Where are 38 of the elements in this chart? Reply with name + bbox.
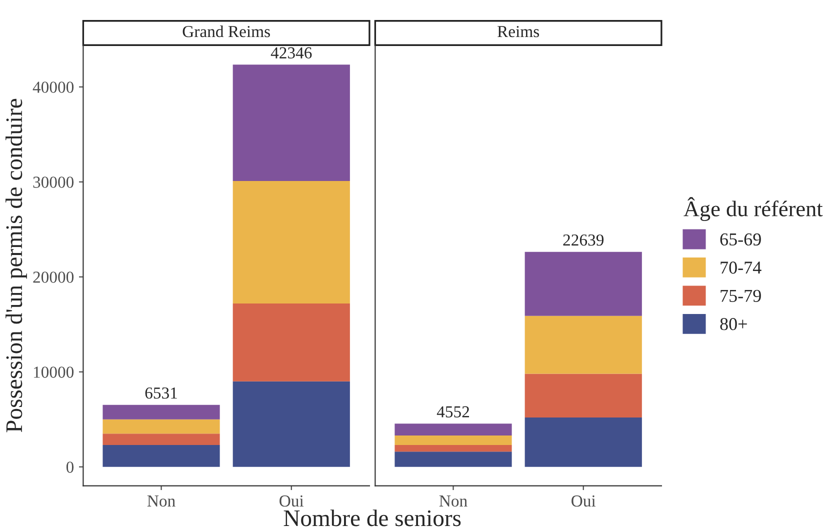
bar xyxy=(232,64,350,181)
bar xyxy=(524,252,642,316)
bar xyxy=(524,417,642,467)
y-tick-label: 0 xyxy=(66,462,74,473)
bar xyxy=(394,445,512,452)
bar xyxy=(394,452,512,467)
chart-title: Reims xyxy=(497,26,540,38)
bar xyxy=(524,316,642,374)
legend-label: 70-74 xyxy=(720,262,762,274)
x-tick-label: Non xyxy=(439,496,468,507)
x-tick-label: Non xyxy=(147,496,176,507)
bar xyxy=(232,381,350,467)
y-axis-title: Possession d'un permis de conduire xyxy=(6,98,27,432)
bar xyxy=(232,303,350,382)
total-label: 6531 xyxy=(145,387,177,399)
bar xyxy=(524,374,642,418)
total-label: 4552 xyxy=(436,406,469,418)
bar xyxy=(232,180,350,304)
bar xyxy=(394,424,512,436)
y-tick-label: 30000 xyxy=(33,176,74,188)
legend-label: 65-69 xyxy=(720,233,761,246)
total-label: 22639 xyxy=(563,234,604,246)
total-label: 42346 xyxy=(270,47,312,58)
x-axis-title: Nombre de seniors xyxy=(284,510,461,526)
chart-title: Grand Reims xyxy=(182,25,270,38)
legend-title: Âge du référent xyxy=(684,197,823,221)
bar xyxy=(394,436,512,446)
y-tick-label: 10000 xyxy=(34,366,74,378)
legend-label: 80+ xyxy=(720,318,747,330)
bar xyxy=(102,434,220,446)
legend-label: 75-79 xyxy=(720,290,761,302)
bar xyxy=(102,404,220,420)
x-tick-label: Oui xyxy=(572,495,596,507)
bar xyxy=(102,445,220,467)
y-tick-label: 20000 xyxy=(33,272,74,283)
x-tick-label: Oui xyxy=(280,495,304,507)
y-tick-label: 40000 xyxy=(32,82,74,93)
bar xyxy=(102,419,220,434)
